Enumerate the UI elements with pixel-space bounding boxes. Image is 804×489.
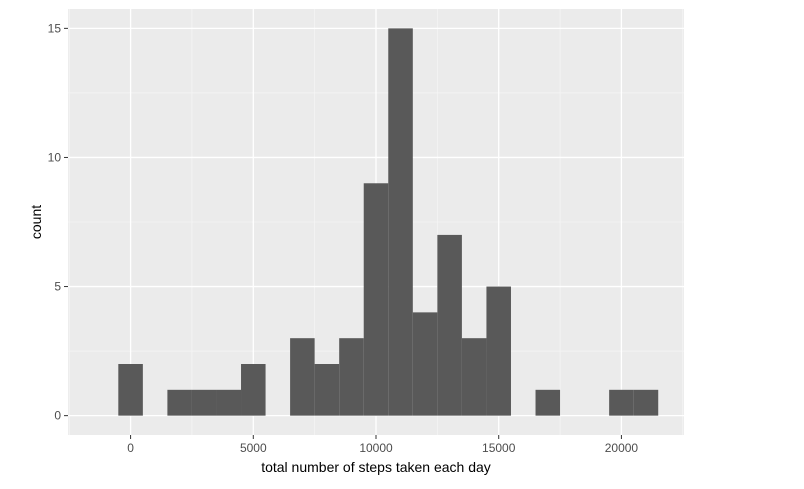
histogram-bar bbox=[535, 389, 561, 416]
histogram-bar bbox=[363, 183, 389, 416]
minor-gridlines bbox=[68, 9, 684, 435]
histogram-bar bbox=[118, 364, 143, 416]
x-tick-label: 20000 bbox=[605, 441, 639, 455]
histogram-bar bbox=[314, 364, 340, 416]
y-axis: 0 5 10 15 bbox=[48, 21, 68, 423]
histogram-bar bbox=[486, 286, 511, 416]
y-tick-label: 0 bbox=[54, 409, 61, 423]
histogram-bar bbox=[216, 389, 242, 416]
histogram-bar bbox=[191, 389, 217, 416]
y-tick-label: 15 bbox=[48, 21, 62, 35]
x-tick-label: 5000 bbox=[240, 441, 267, 455]
histogram-bar bbox=[437, 234, 462, 416]
x-axis: 0 5000 10000 15000 20000 bbox=[127, 435, 638, 455]
histogram-bar bbox=[609, 389, 634, 416]
y-tick-label: 10 bbox=[48, 150, 62, 164]
histogram-bar bbox=[388, 28, 413, 416]
x-axis-title: total number of steps taken each day bbox=[261, 459, 491, 475]
x-tick-label: 15000 bbox=[482, 441, 516, 455]
histogram-bar bbox=[167, 389, 192, 416]
histogram-bar bbox=[461, 338, 487, 416]
histogram-bar bbox=[633, 389, 659, 416]
histogram-bar bbox=[339, 338, 364, 416]
y-axis-title: count bbox=[28, 205, 44, 239]
bars bbox=[118, 28, 659, 416]
y-tick-label: 5 bbox=[54, 280, 61, 294]
x-tick-label: 10000 bbox=[359, 441, 393, 455]
histogram-bar bbox=[241, 364, 266, 416]
histogram-bar bbox=[290, 338, 315, 416]
x-tick-label: 0 bbox=[127, 441, 134, 455]
histogram-bar bbox=[412, 312, 438, 416]
